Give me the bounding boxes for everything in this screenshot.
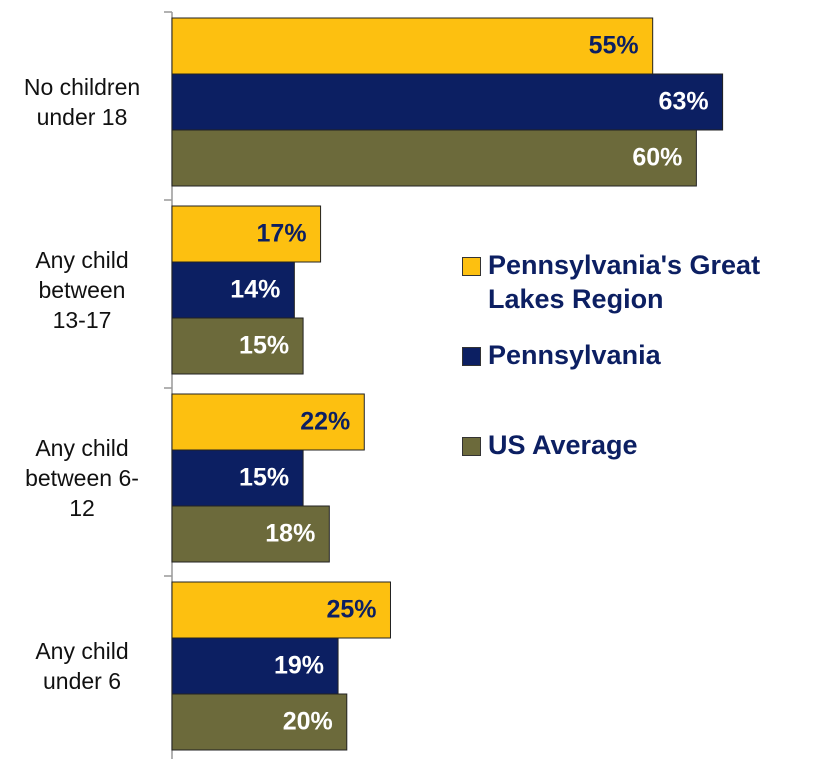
bar	[171, 693, 348, 751]
value-label: 60%	[632, 144, 682, 172]
bar	[171, 205, 322, 263]
bar	[171, 317, 304, 375]
value-label: 55%	[589, 32, 639, 60]
bar	[171, 17, 654, 75]
value-label: 15%	[239, 332, 289, 360]
legend-swatch	[462, 437, 481, 456]
value-label: 25%	[326, 596, 376, 624]
value-label: 63%	[659, 88, 709, 116]
legend-swatch	[462, 347, 481, 366]
legend-label: US Average	[488, 430, 638, 460]
legend-label: Pennsylvania's Great Lakes Region	[488, 250, 761, 314]
category-label: No children under 18	[23, 74, 141, 130]
bar	[171, 393, 365, 451]
bar	[171, 261, 295, 319]
bar	[171, 581, 391, 639]
value-label: 17%	[257, 220, 307, 248]
bar	[171, 505, 330, 563]
bar	[171, 129, 697, 187]
value-label: 14%	[230, 276, 280, 304]
value-label: 18%	[265, 520, 315, 548]
bar	[171, 637, 339, 695]
value-label: 19%	[274, 652, 324, 680]
category-label: Any child between 13-17	[35, 247, 129, 333]
value-label: 22%	[300, 408, 350, 436]
bar	[171, 449, 304, 507]
value-label: 20%	[283, 708, 333, 736]
value-label: 15%	[239, 464, 289, 492]
bar	[171, 73, 724, 131]
category-label: Any child under 6	[35, 638, 129, 694]
category-label: Any child between 6-12	[25, 435, 139, 521]
legend-label: Pennsylvania	[488, 340, 661, 370]
legend-swatch	[462, 257, 481, 276]
